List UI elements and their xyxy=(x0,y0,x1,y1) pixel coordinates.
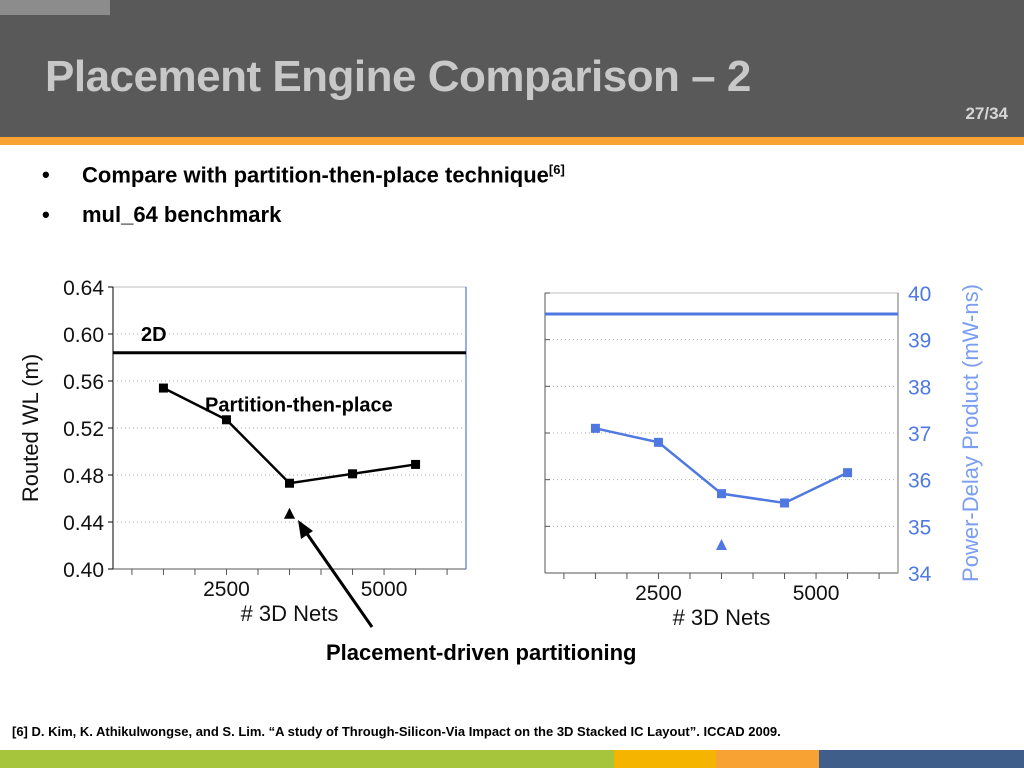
bullet-item: • Compare with partition-then-place techn… xyxy=(42,162,565,202)
reference-footnote: [6] D. Kim, K. Athikulwongse, and S. Lim… xyxy=(12,724,781,739)
data-point-square xyxy=(780,498,790,508)
callout-label: Placement-driven partitioning xyxy=(326,640,637,665)
y-tick-label: 39 xyxy=(908,330,931,353)
bullet-text: mul_64 benchmark xyxy=(82,202,282,227)
data-point-triangle xyxy=(284,507,295,519)
data-point-square xyxy=(590,423,600,433)
accent-bar xyxy=(0,137,1024,145)
y-tick-label: 40 xyxy=(908,283,931,306)
y-tick-label: 0.40 xyxy=(63,559,104,582)
y-tick-label: 34 xyxy=(908,563,932,586)
y-axis-label: Power-Delay Product (mW-ns) xyxy=(958,284,983,582)
slide-header: Placement Engine Comparison – 2 27/34 xyxy=(0,0,1024,137)
reference-line-label: 2D xyxy=(141,324,167,346)
callout-arrow-line xyxy=(301,527,374,628)
y-tick-label: 35 xyxy=(908,516,931,539)
footer-segment-yellow xyxy=(614,750,716,768)
chart-routed-wl: 0.40 0.44 0.48 0.52 0.56 0.60 0.64 2500 5000 # 3D… xyxy=(18,277,467,628)
bullet-text: Compare with partition-then-place techni… xyxy=(82,162,549,188)
data-point-square xyxy=(348,469,358,479)
footer-segment-orange xyxy=(716,750,819,768)
citation-sup: [6] xyxy=(548,162,565,177)
bullet-item: • mul_64 benchmark xyxy=(42,202,565,242)
y-tick-label: 0.44 xyxy=(63,512,104,535)
y-tick-label: 38 xyxy=(908,376,931,399)
data-point-square xyxy=(285,478,294,488)
y-tick-label: 0.52 xyxy=(63,418,104,441)
y-tick-label: 36 xyxy=(908,470,931,493)
bullet-dot: • xyxy=(42,202,50,227)
data-point-triangle xyxy=(716,539,727,550)
chart-power-delay: 34 35 36 37 38 39 40 2500 5000 # 3D Nets Power-Del… xyxy=(544,283,983,630)
y-tick-label: 0.64 xyxy=(63,277,104,300)
footer-segment-green xyxy=(0,750,614,768)
data-point-square xyxy=(221,415,231,425)
data-point-square xyxy=(843,468,853,478)
page-number: 27/34 xyxy=(965,104,1008,123)
data-point-square xyxy=(158,383,168,393)
bullet-dot: • xyxy=(42,162,50,187)
data-point-square xyxy=(717,489,726,499)
data-point-square xyxy=(411,459,421,469)
footer-bar xyxy=(0,750,1024,768)
series-label: Partition-then-place xyxy=(205,394,393,416)
x-tick-label: 2500 xyxy=(203,578,250,601)
callout-arrow-head xyxy=(298,520,313,539)
y-tick-label: 37 xyxy=(908,423,931,446)
bullet-list: • Compare with partition-then-place techn… xyxy=(42,162,565,242)
y-tick-label: 0.56 xyxy=(63,371,104,394)
y-tick-label: 0.48 xyxy=(63,465,104,488)
header-tab xyxy=(0,0,110,15)
y-tick-label: 0.60 xyxy=(63,324,104,347)
data-point-square xyxy=(653,437,663,447)
x-tick-label: 2500 xyxy=(635,582,682,605)
x-axis-label: # 3D Nets xyxy=(241,601,339,626)
x-tick-label: 5000 xyxy=(793,582,840,605)
slide-title: Placement Engine Comparison – 2 xyxy=(45,52,751,101)
y-axis-label: Routed WL (m) xyxy=(18,354,43,502)
x-axis-label: # 3D Nets xyxy=(673,605,771,630)
footer-segment-navy xyxy=(819,750,1024,768)
x-tick-label: 5000 xyxy=(361,578,408,601)
